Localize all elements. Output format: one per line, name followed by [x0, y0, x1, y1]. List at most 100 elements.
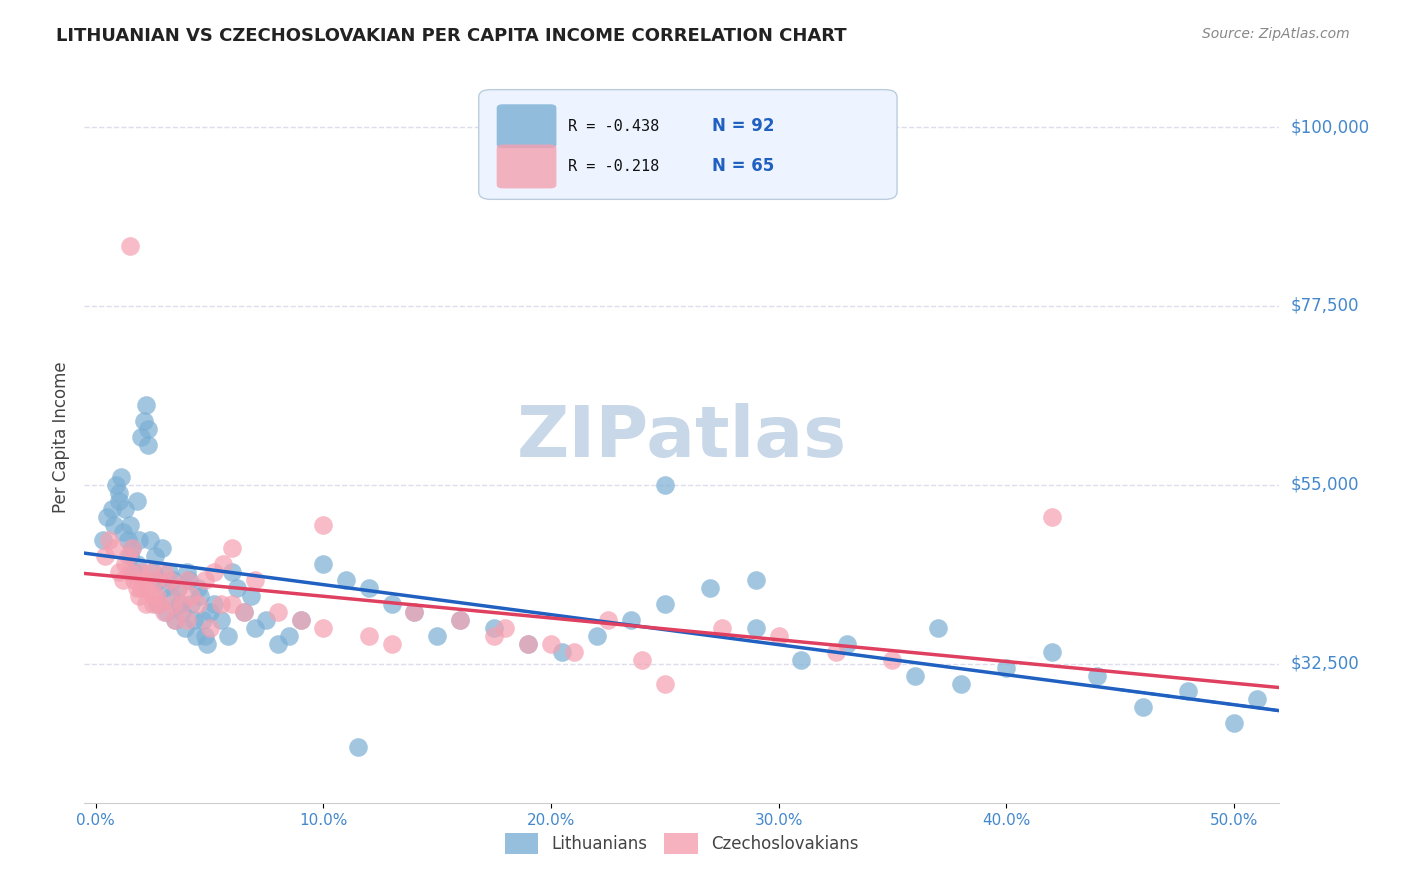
Lithuanians	[125, 493, 148, 508]
Lithuanians	[176, 566, 198, 580]
Text: $32,500: $32,500	[1291, 655, 1360, 673]
Lithuanians	[517, 637, 540, 651]
Lithuanians	[136, 438, 159, 452]
Czechoslovakians	[124, 573, 146, 587]
Text: $100,000: $100,000	[1291, 118, 1369, 136]
Lithuanians	[136, 422, 159, 436]
Lithuanians	[217, 629, 239, 643]
Lithuanians	[949, 676, 972, 690]
Czechoslovakians	[654, 676, 676, 690]
Lithuanians	[103, 517, 125, 532]
Czechoslovakians	[107, 566, 129, 580]
Lithuanians	[112, 525, 135, 540]
FancyBboxPatch shape	[496, 145, 557, 188]
Czechoslovakians	[187, 597, 209, 611]
Czechoslovakians	[128, 589, 150, 603]
Lithuanians	[142, 566, 165, 580]
Czechoslovakians	[202, 566, 225, 580]
Czechoslovakians	[596, 613, 619, 627]
Czechoslovakians	[404, 605, 426, 619]
Czechoslovakians	[153, 566, 176, 580]
Lithuanians	[173, 621, 195, 635]
Text: $77,500: $77,500	[1291, 297, 1360, 315]
Lithuanians	[699, 581, 721, 595]
Lithuanians	[904, 668, 927, 682]
Czechoslovakians	[146, 589, 169, 603]
Lithuanians	[114, 501, 136, 516]
Lithuanians	[117, 533, 139, 548]
Czechoslovakians	[194, 573, 217, 587]
Lithuanians	[1085, 668, 1108, 682]
Czechoslovakians	[290, 613, 312, 627]
Lithuanians	[312, 558, 335, 572]
Lithuanians	[121, 541, 143, 556]
Czechoslovakians	[710, 621, 733, 635]
Text: LITHUANIAN VS CZECHOSLOVAKIAN PER CAPITA INCOME CORRELATION CHART: LITHUANIAN VS CZECHOSLOVAKIAN PER CAPITA…	[56, 27, 846, 45]
Lithuanians	[357, 581, 380, 595]
Czechoslovakians	[232, 605, 254, 619]
Lithuanians	[278, 629, 301, 643]
Lithuanians	[166, 581, 188, 595]
Lithuanians	[184, 629, 207, 643]
Czechoslovakians	[121, 541, 143, 556]
Czechoslovakians	[129, 566, 152, 580]
Czechoslovakians	[176, 613, 198, 627]
Lithuanians	[202, 597, 225, 611]
Lithuanians	[177, 573, 200, 587]
Lithuanians	[124, 566, 146, 580]
Czechoslovakians	[198, 621, 221, 635]
Czechoslovakians	[180, 589, 202, 603]
Czechoslovakians	[118, 566, 141, 580]
Czechoslovakians	[495, 621, 517, 635]
Czechoslovakians	[631, 653, 654, 667]
Lithuanians	[195, 637, 218, 651]
Lithuanians	[209, 613, 232, 627]
Lithuanians	[153, 581, 176, 595]
Text: Source: ZipAtlas.com: Source: ZipAtlas.com	[1202, 27, 1350, 41]
Czechoslovakians	[882, 653, 904, 667]
Lithuanians	[172, 605, 194, 619]
Lithuanians	[790, 653, 813, 667]
Lithuanians	[1223, 716, 1246, 731]
Text: N = 65: N = 65	[711, 158, 775, 176]
Lithuanians	[157, 566, 180, 580]
Czechoslovakians	[165, 613, 187, 627]
Text: R = -0.218: R = -0.218	[568, 159, 659, 174]
Lithuanians	[148, 573, 170, 587]
Czechoslovakians	[98, 533, 121, 548]
Czechoslovakians	[143, 573, 166, 587]
Lithuanians	[221, 566, 243, 580]
Lithuanians	[107, 485, 129, 500]
Czechoslovakians	[562, 645, 585, 659]
Lithuanians	[995, 660, 1018, 674]
Lithuanians	[191, 613, 214, 627]
Lithuanians	[745, 621, 768, 635]
Czechoslovakians	[125, 581, 148, 595]
Czechoslovakians	[94, 549, 117, 564]
Lithuanians	[100, 501, 122, 516]
Czechoslovakians	[136, 581, 159, 595]
Lithuanians	[449, 613, 471, 627]
Czechoslovakians	[209, 597, 232, 611]
Lithuanians	[110, 470, 132, 484]
Czechoslovakians	[157, 573, 180, 587]
Lithuanians	[335, 573, 357, 587]
Czechoslovakians	[162, 597, 184, 611]
Lithuanians	[426, 629, 449, 643]
Lithuanians	[654, 597, 676, 611]
Lithuanians	[143, 549, 166, 564]
Lithuanians	[1040, 645, 1063, 659]
Lithuanians	[162, 573, 184, 587]
Czechoslovakians	[824, 645, 846, 659]
Czechoslovakians	[1040, 509, 1063, 524]
Lithuanians	[585, 629, 607, 643]
Lithuanians	[232, 605, 254, 619]
Lithuanians	[125, 558, 148, 572]
Czechoslovakians	[267, 605, 290, 619]
Lithuanians	[169, 597, 191, 611]
Czechoslovakians	[768, 629, 790, 643]
Lithuanians	[239, 589, 262, 603]
Czechoslovakians	[114, 558, 136, 572]
FancyBboxPatch shape	[479, 90, 897, 200]
Czechoslovakians	[117, 549, 139, 564]
